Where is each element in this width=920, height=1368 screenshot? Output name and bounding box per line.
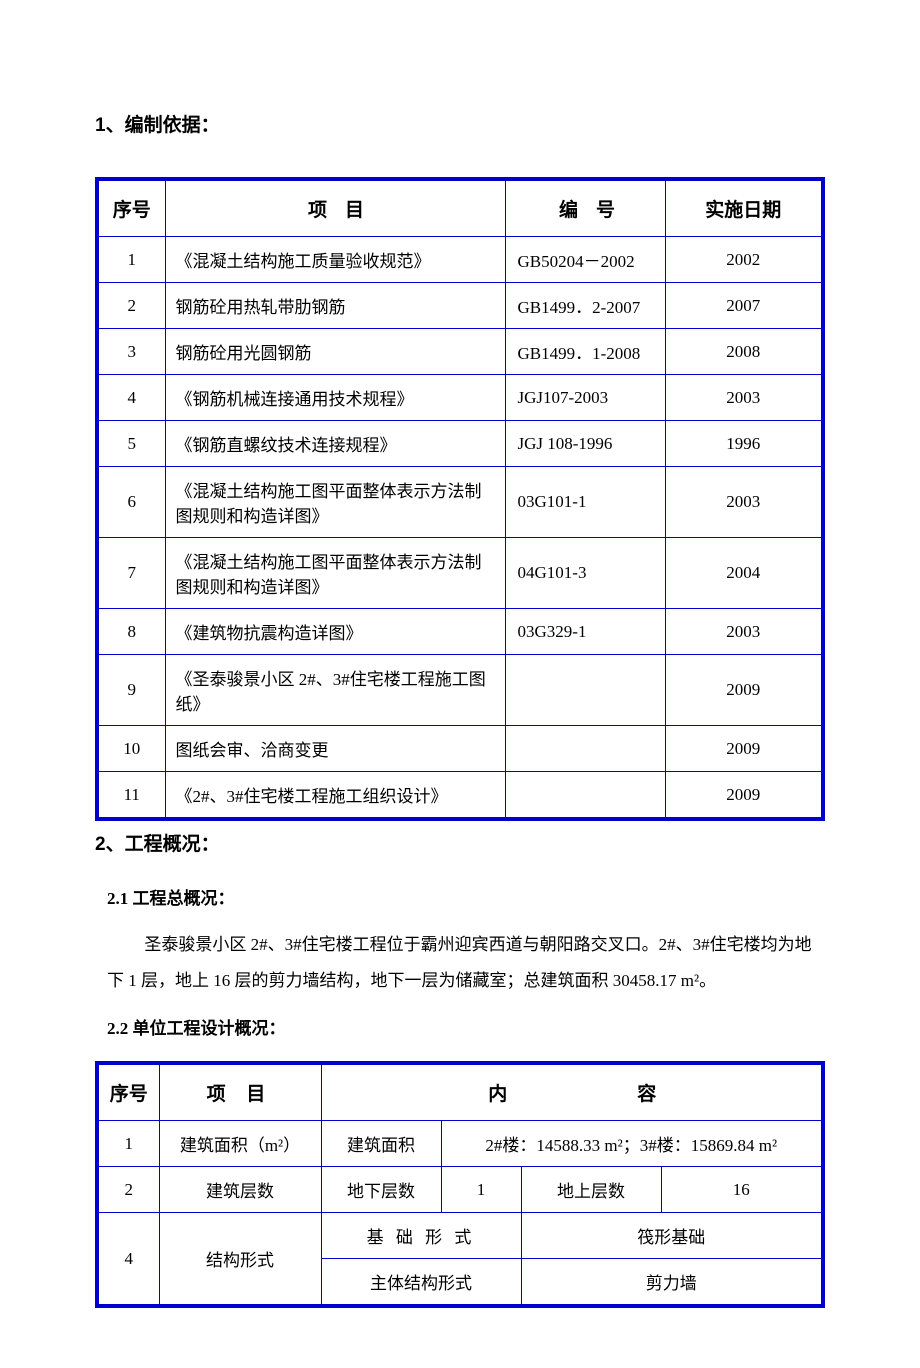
cell-code <box>505 655 665 726</box>
t2-r1-label: 建筑面积 <box>321 1121 441 1167</box>
cell-seq: 11 <box>97 772 165 820</box>
table-row: 3钢筋砼用光圆钢筋GB1499．1-20082008 <box>97 329 823 375</box>
t2-r4-item: 结构形式 <box>159 1213 321 1307</box>
cell-date: 2009 <box>665 772 823 820</box>
header-code: 编号 <box>505 179 665 237</box>
cell-date: 2009 <box>665 655 823 726</box>
cell-date: 2009 <box>665 726 823 772</box>
subsection-2-1-body: 圣泰骏景小区 2#、3#住宅楼工程位于霸州迎宾西道与朝阳路交叉口。2#、3#住宅… <box>107 927 817 998</box>
table-row: 2钢筋砼用热轧带肋钢筋GB1499．2-20072007 <box>97 283 823 329</box>
cell-item: 图纸会审、洽商变更 <box>165 726 505 772</box>
table-row: 4《钢筋机械连接通用技术规程》JGJ107-20032003 <box>97 375 823 421</box>
cell-item: 《钢筋直螺纹技术连接规程》 <box>165 421 505 467</box>
cell-item: 《混凝土结构施工图平面整体表示方法制图规则和构造详图》 <box>165 467 505 538</box>
cell-code: JGJ107-2003 <box>505 375 665 421</box>
cell-code: 04G101-3 <box>505 538 665 609</box>
cell-date: 2003 <box>665 375 823 421</box>
cell-seq: 1 <box>97 237 165 283</box>
t2-header-item: 项 目 <box>159 1063 321 1121</box>
cell-seq: 4 <box>97 375 165 421</box>
table-header-row: 序号 项目 编号 实施日期 <box>97 179 823 237</box>
t2-r1-item: 建筑面积（m²） <box>159 1121 321 1167</box>
cell-code: 03G329-1 <box>505 609 665 655</box>
cell-item: 《圣泰骏景小区 2#、3#住宅楼工程施工图纸》 <box>165 655 505 726</box>
cell-item: 钢筋砼用光圆钢筋 <box>165 329 505 375</box>
subsection-2-2-label: 2.2 单位工程设计概况： <box>107 1014 825 1039</box>
cell-item: 钢筋砼用热轧带肋钢筋 <box>165 283 505 329</box>
table-row: 10图纸会审、洽商变更 2009 <box>97 726 823 772</box>
cell-code: GB50204－2002 <box>505 237 665 283</box>
t2-r4-foundation-value: 筏形基础 <box>521 1213 823 1259</box>
t2-header-content: 内容 <box>321 1063 823 1121</box>
t2-r4-foundation-label: 基 础 形 式 <box>321 1213 521 1259</box>
table-row: 5《钢筋直螺纹技术连接规程》JGJ 108-19961996 <box>97 421 823 467</box>
section-1-heading: 1、编制依据： <box>95 110 825 137</box>
cell-seq: 7 <box>97 538 165 609</box>
cell-seq: 6 <box>97 467 165 538</box>
header-date: 实施日期 <box>665 179 823 237</box>
t2-r2-seq: 2 <box>97 1167 159 1213</box>
t2-r4-structure-label: 主体结构形式 <box>321 1259 521 1307</box>
cell-code: 03G101-1 <box>505 467 665 538</box>
table2-row-2: 2 建筑层数 地下层数 1 地上层数 16 <box>97 1167 823 1213</box>
cell-item: 《建筑物抗震构造详图》 <box>165 609 505 655</box>
design-overview-table: 序号 项 目 内容 1 建筑面积（m²） 建筑面积 2#楼：14588.33 m… <box>95 1061 825 1308</box>
table-row: 11《2#、3#住宅楼工程施工组织设计》 2009 <box>97 772 823 820</box>
cell-code: JGJ 108-1996 <box>505 421 665 467</box>
cell-seq: 9 <box>97 655 165 726</box>
cell-seq: 2 <box>97 283 165 329</box>
t2-r1-value: 2#楼：14588.33 m²；3#楼：15869.84 m² <box>441 1121 823 1167</box>
t2-r4-structure-value: 剪力墙 <box>521 1259 823 1307</box>
table-row: 6《混凝土结构施工图平面整体表示方法制图规则和构造详图》03G101-12003 <box>97 467 823 538</box>
cell-date: 2007 <box>665 283 823 329</box>
cell-seq: 8 <box>97 609 165 655</box>
basis-table: 序号 项目 编号 实施日期 1《混凝土结构施工质量验收规范》GB50204－20… <box>95 177 825 821</box>
cell-seq: 10 <box>97 726 165 772</box>
cell-date: 1996 <box>665 421 823 467</box>
cell-seq: 3 <box>97 329 165 375</box>
cell-date: 2004 <box>665 538 823 609</box>
cell-date: 2003 <box>665 609 823 655</box>
table2-header-row: 序号 项 目 内容 <box>97 1063 823 1121</box>
t2-r1-seq: 1 <box>97 1121 159 1167</box>
cell-code: GB1499．1-2008 <box>505 329 665 375</box>
subsection-2-1-label: 2.1 工程总概况： <box>107 884 825 909</box>
cell-code: GB1499．2-2007 <box>505 283 665 329</box>
cell-code <box>505 726 665 772</box>
table2-row-1: 1 建筑面积（m²） 建筑面积 2#楼：14588.33 m²；3#楼：1586… <box>97 1121 823 1167</box>
table2-row-4a: 4 结构形式 基 础 形 式 筏形基础 <box>97 1213 823 1259</box>
cell-date: 2002 <box>665 237 823 283</box>
t2-r4-seq: 4 <box>97 1213 159 1307</box>
t2-r2-ug-label: 地下层数 <box>321 1167 441 1213</box>
cell-date: 2003 <box>665 467 823 538</box>
header-item: 项目 <box>165 179 505 237</box>
table-row: 9《圣泰骏景小区 2#、3#住宅楼工程施工图纸》 2009 <box>97 655 823 726</box>
cell-code <box>505 772 665 820</box>
t2-r2-ab-value: 16 <box>661 1167 823 1213</box>
t2-r2-item: 建筑层数 <box>159 1167 321 1213</box>
cell-item: 《混凝土结构施工图平面整体表示方法制图规则和构造详图》 <box>165 538 505 609</box>
table-row: 8《建筑物抗震构造详图》03G329-12003 <box>97 609 823 655</box>
cell-date: 2008 <box>665 329 823 375</box>
header-seq: 序号 <box>97 179 165 237</box>
t2-r2-ug-value: 1 <box>441 1167 521 1213</box>
cell-item: 《2#、3#住宅楼工程施工组织设计》 <box>165 772 505 820</box>
section-2-heading: 2、工程概况： <box>95 829 825 856</box>
cell-seq: 5 <box>97 421 165 467</box>
t2-r2-ab-label: 地上层数 <box>521 1167 661 1213</box>
t2-header-seq: 序号 <box>97 1063 159 1121</box>
table-row: 1《混凝土结构施工质量验收规范》GB50204－20022002 <box>97 237 823 283</box>
cell-item: 《钢筋机械连接通用技术规程》 <box>165 375 505 421</box>
table-row: 7《混凝土结构施工图平面整体表示方法制图规则和构造详图》04G101-32004 <box>97 538 823 609</box>
cell-item: 《混凝土结构施工质量验收规范》 <box>165 237 505 283</box>
